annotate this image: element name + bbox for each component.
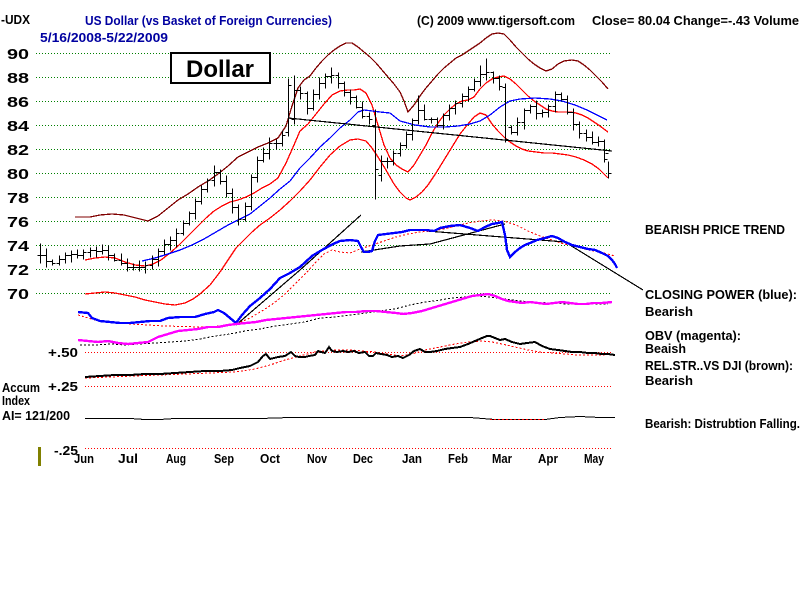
svg-text:May: May	[584, 451, 605, 466]
svg-text:76: 76	[7, 214, 29, 231]
svg-text:Dec: Dec	[353, 451, 373, 466]
svg-text:-.25: -.25	[54, 443, 78, 458]
svg-text:Close= 80.04 Change=-.43 Vol: Close= 80.04 Change=-.43 Volume	[592, 13, 799, 28]
svg-text:Aug: Aug	[166, 451, 186, 466]
svg-text:Jul: Jul	[118, 451, 138, 466]
svg-text:(C) 2009 www.tigersoft.com: (C) 2009 www.tigersoft.com	[417, 13, 575, 28]
svg-text:BEARISH PRICE TREND: BEARISH PRICE TREND	[645, 222, 785, 237]
svg-text:Feb: Feb	[448, 451, 468, 466]
svg-text:REL.STR..VS DJI (brown):: REL.STR..VS DJI (brown):	[645, 358, 793, 373]
svg-text:78: 78	[7, 190, 29, 207]
svg-text:Bearish: Bearish	[645, 304, 693, 319]
svg-text:Mar: Mar	[492, 451, 512, 466]
svg-text:Nov: Nov	[307, 451, 328, 466]
svg-text:88: 88	[7, 70, 29, 87]
svg-text:Oct: Oct	[260, 451, 281, 466]
svg-text:5/16/2008-5/22/2009: 5/16/2008-5/22/2009	[40, 30, 168, 45]
svg-text:Jun: Jun	[74, 451, 94, 466]
svg-text:Index: Index	[2, 393, 31, 408]
svg-text:84: 84	[7, 118, 30, 135]
svg-text:AI= 121/200: AI= 121/200	[2, 408, 70, 423]
svg-text:Apr: Apr	[538, 451, 558, 466]
svg-text:OBV (magenta):: OBV (magenta):	[645, 328, 741, 343]
svg-text:CLOSING POWER (blue):: CLOSING POWER (blue):	[645, 287, 797, 302]
svg-text:86: 86	[7, 94, 29, 111]
svg-text:Bearish: Distrubtion Falling.: Bearish: Distrubtion Falling.	[645, 416, 800, 431]
svg-text:+.25: +.25	[48, 379, 78, 394]
svg-text:74: 74	[7, 238, 30, 255]
svg-text:70: 70	[7, 286, 29, 303]
svg-text:US Dollar (vs Basket of Foreig: US Dollar (vs Basket of Foreign Currenci…	[85, 13, 332, 28]
svg-text:Jan: Jan	[402, 451, 422, 466]
svg-text:72: 72	[7, 262, 29, 279]
svg-text:Dollar: Dollar	[186, 56, 254, 83]
svg-text:Bearish: Bearish	[645, 373, 693, 388]
svg-text:Beaish: Beaish	[645, 341, 686, 356]
svg-text:Accum: Accum	[2, 380, 40, 395]
svg-text:+.50: +.50	[48, 345, 78, 360]
svg-text:Sep: Sep	[214, 451, 234, 466]
svg-text:90: 90	[7, 46, 29, 63]
svg-text:-UDX: -UDX	[1, 12, 30, 27]
svg-text:80: 80	[7, 166, 29, 183]
svg-text:82: 82	[7, 142, 29, 159]
